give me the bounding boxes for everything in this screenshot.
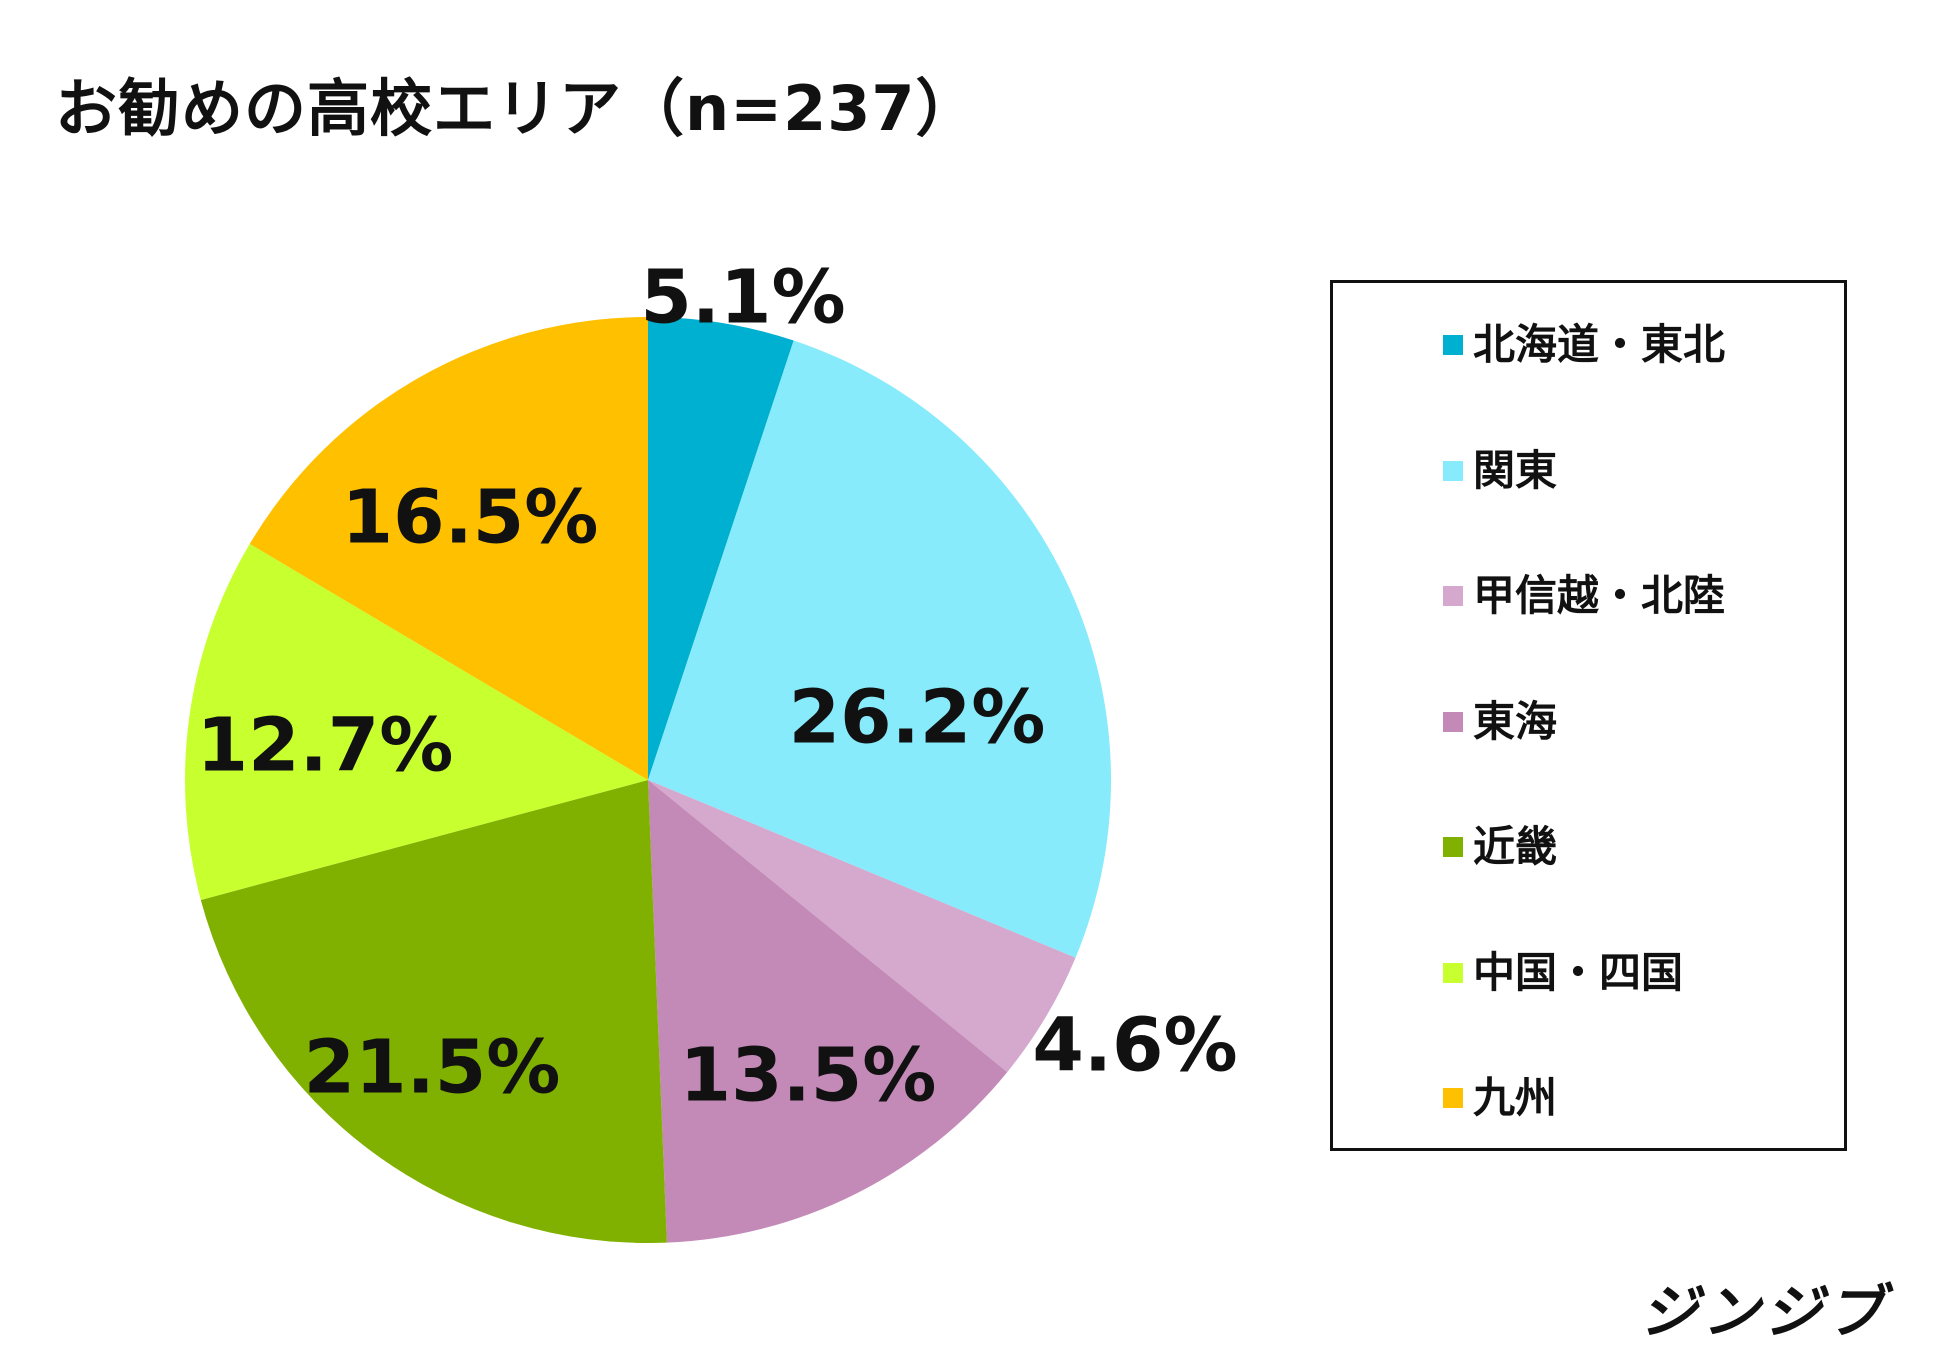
legend-item: 関東	[1443, 446, 1557, 496]
legend-swatch	[1443, 711, 1463, 732]
slice-value-label: 16.5%	[342, 475, 599, 561]
legend-label: 北海道・東北	[1473, 320, 1726, 369]
legend-label: 九州	[1473, 1073, 1558, 1122]
legend-label: 甲信越・北陸	[1473, 571, 1726, 620]
pie-slices	[185, 317, 1112, 1243]
legend-item: 九州	[1443, 1073, 1557, 1123]
legend-swatch	[1443, 460, 1463, 481]
pie-slice	[648, 340, 1112, 958]
legend-swatch	[1443, 962, 1463, 983]
pie-slice	[648, 780, 1008, 1243]
legend-item: 中国・四国	[1443, 948, 1683, 998]
legend-item: 北海道・東北	[1443, 320, 1725, 370]
pie-slice	[648, 780, 1076, 1073]
legend-swatch	[1443, 586, 1463, 606]
slice-value-label: 13.5%	[680, 1033, 937, 1119]
legend-item: 甲信越・北陸	[1443, 571, 1725, 621]
slice-value-label: 12.7%	[197, 703, 454, 789]
legend-label: 関東	[1473, 445, 1558, 495]
legend-item: 東海	[1443, 697, 1557, 747]
slice-value-label: 5.1%	[640, 255, 845, 341]
legend-label: 中国・四国	[1473, 947, 1684, 997]
slice-value-label: 4.6%	[1032, 1003, 1237, 1089]
legend-item: 近畿	[1443, 822, 1557, 872]
legend-swatch	[1443, 837, 1463, 857]
chart-title: お勧めの高校エリア（n=237）	[55, 72, 979, 145]
pie-slice	[185, 543, 649, 900]
pie-slice	[249, 317, 648, 780]
pie-value-labels: 5.1% 26.2% 4.6% 13.5% 21.5% 12.7% 16.5%	[197, 255, 1238, 1119]
legend-swatch	[1443, 1088, 1463, 1108]
pie-slice	[200, 780, 667, 1243]
legend-label: 近畿	[1473, 822, 1558, 871]
brand-logo: ジンジブ	[1640, 1278, 1889, 1346]
slice-value-label: 26.2%	[789, 675, 1046, 761]
slice-value-label: 21.5%	[304, 1025, 561, 1111]
pie-slice	[648, 317, 794, 780]
chart-legend: 北海道・東北 関東甲信越・北陸 東海近畿中国・四国九州	[1330, 280, 1847, 1151]
legend-swatch	[1443, 335, 1463, 355]
legend-label: 東海	[1473, 696, 1558, 746]
